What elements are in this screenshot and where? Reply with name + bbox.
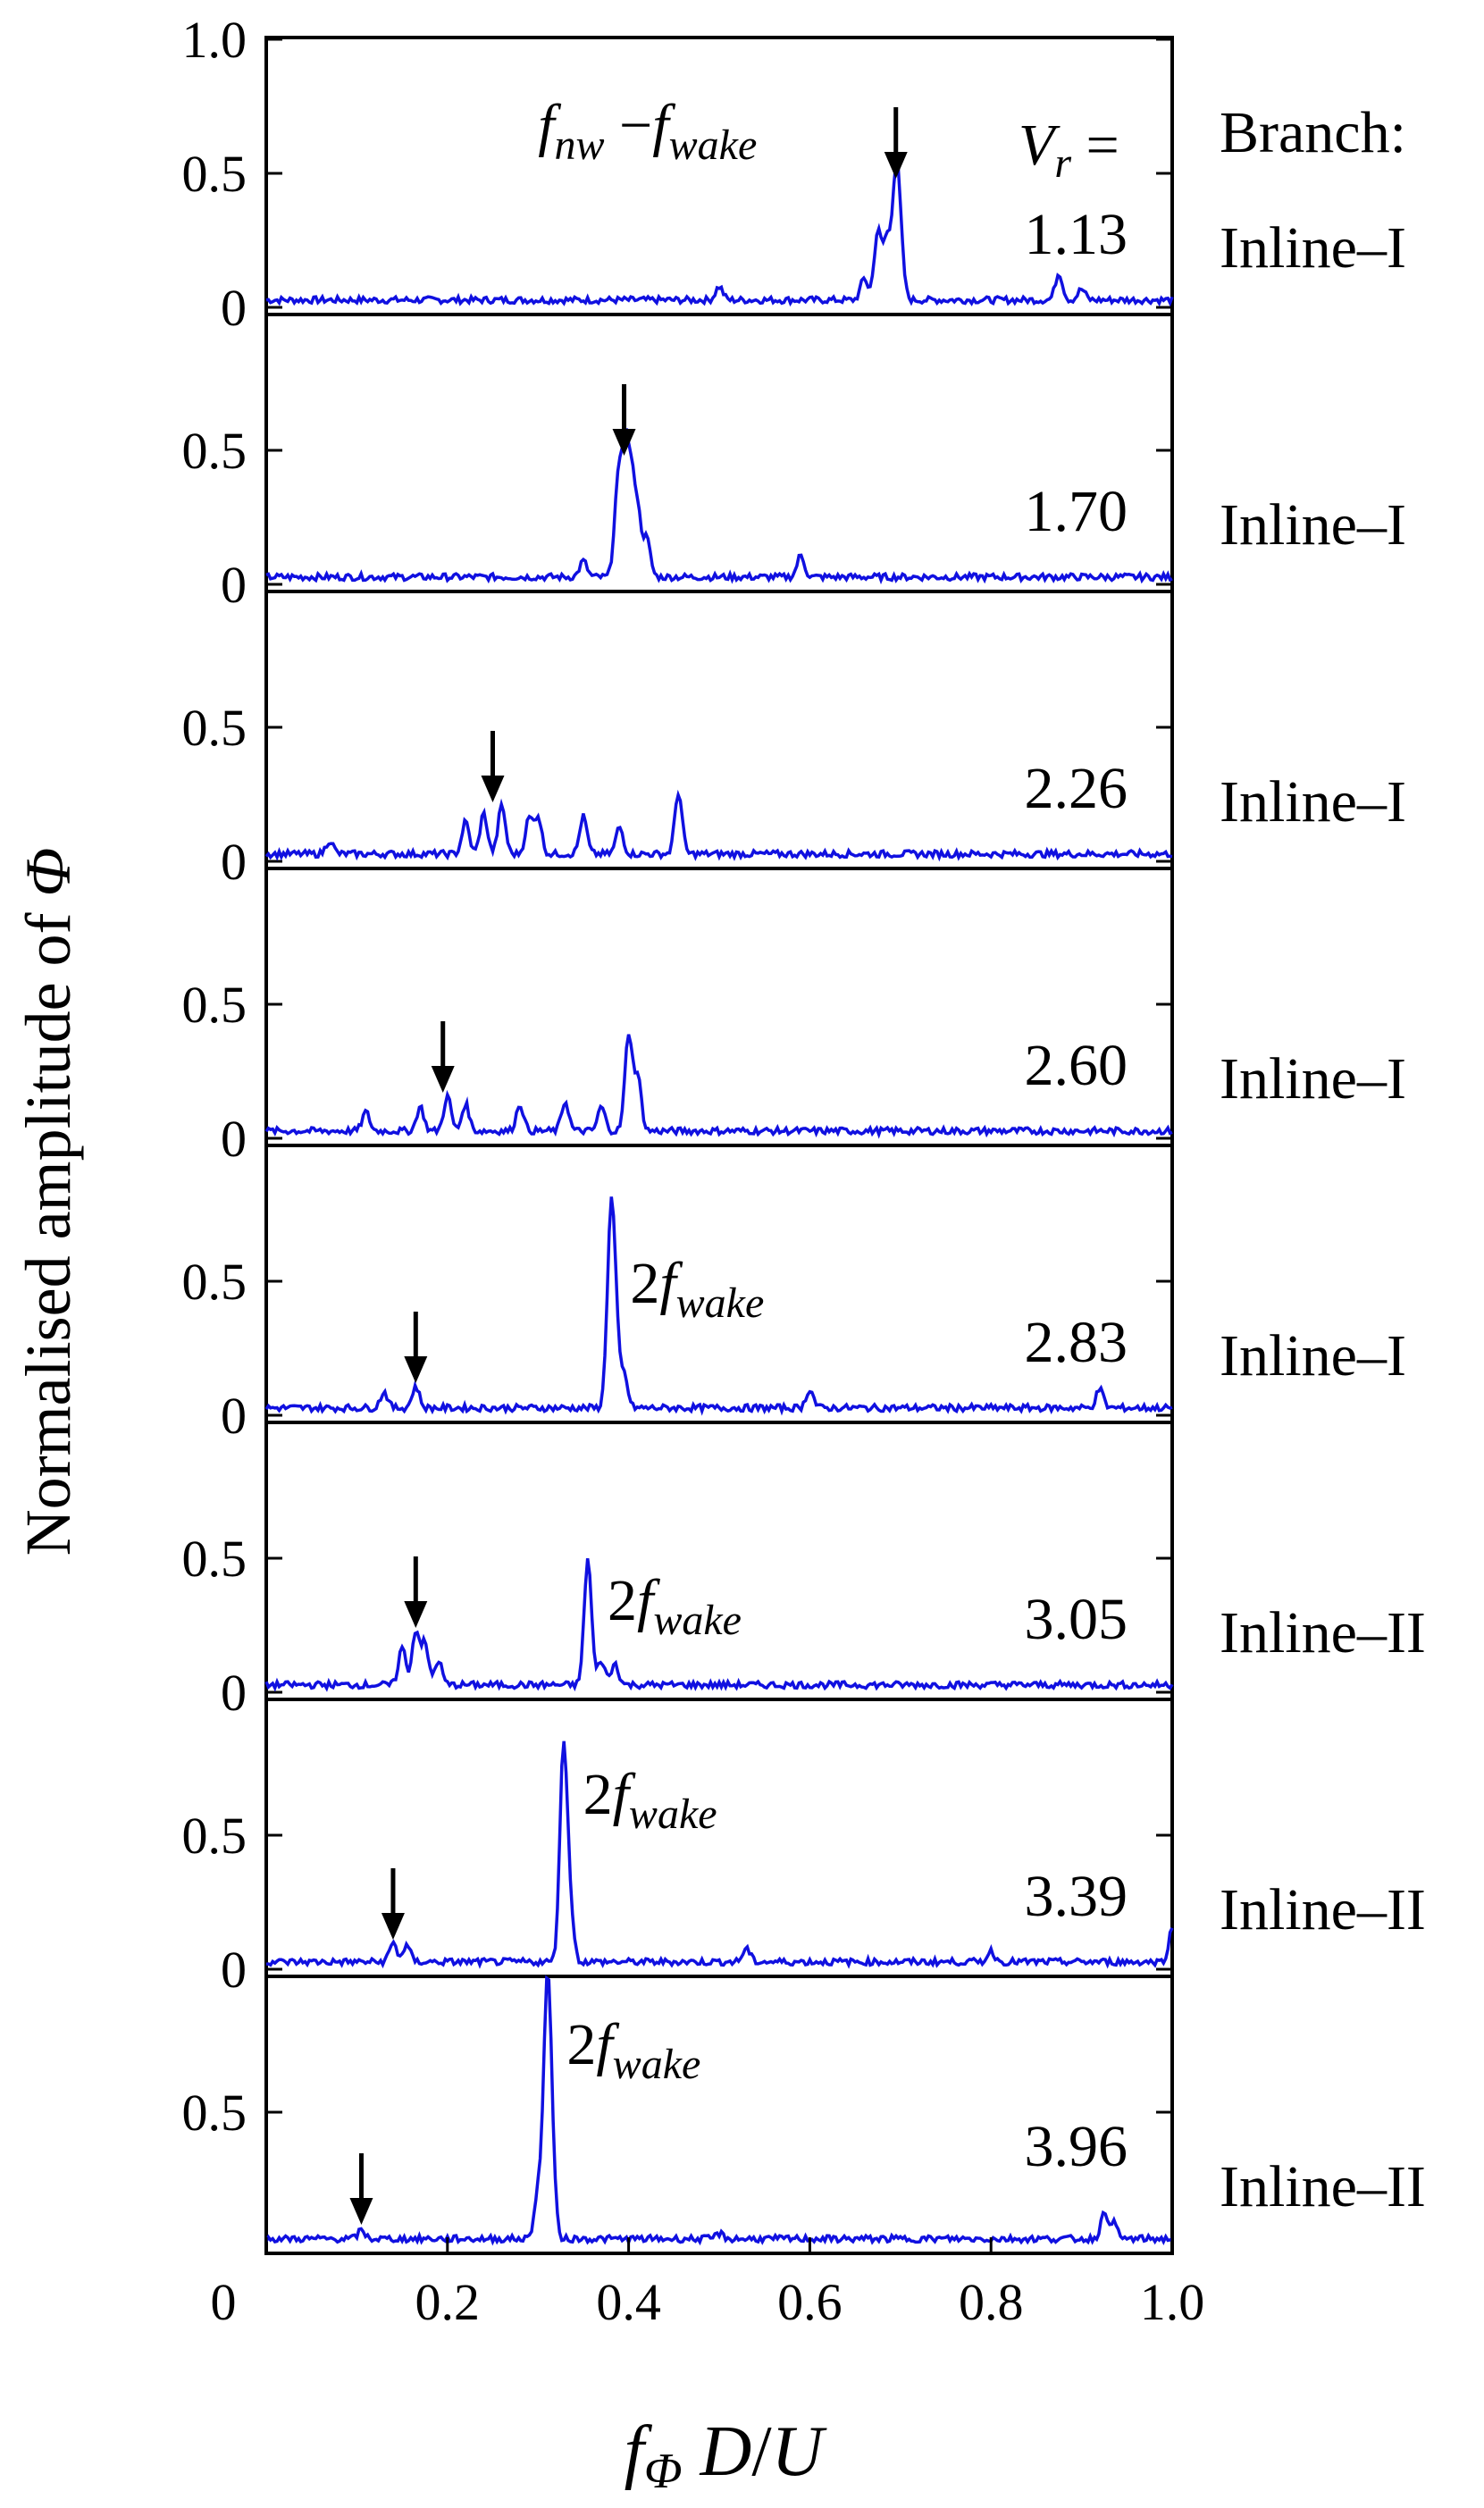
vr-header: Vr = xyxy=(1019,113,1119,187)
peak-arrowhead xyxy=(481,776,505,802)
y-axis-label: Normalised amplitude of Φ xyxy=(13,848,84,1556)
y-tick-label: 0.5 xyxy=(182,1530,247,1588)
spectrum-line xyxy=(264,1975,1174,2247)
branch-label: Inline–I xyxy=(1220,1323,1406,1388)
x-tick-label: 0 xyxy=(211,2273,237,2331)
x-tick-label: 0.8 xyxy=(959,2273,1024,2331)
x-tick-label: 1.0 xyxy=(1140,2273,1205,2331)
x-tick-label: 0.6 xyxy=(777,2273,843,2331)
y-tick-label: 0 xyxy=(221,1110,247,1168)
annotation-2fwake: 2fwake xyxy=(630,1251,764,1327)
panels-group: 0 0.5 1.0 fnw −fwake 1.13 Inline–I 0 0.5 1.70 Inl… xyxy=(182,11,1426,2255)
branch-label: Inline–II xyxy=(1220,1877,1426,1942)
branch-label: Inline–I xyxy=(1220,492,1406,558)
y-tick-label: 0 xyxy=(221,556,247,614)
peak-arrowhead xyxy=(404,1601,428,1628)
x-axis-label: fΦ D/U xyxy=(625,2412,828,2499)
y-tick-label: 0.5 xyxy=(182,1253,247,1311)
spectrum-line xyxy=(264,1196,1173,1416)
panel-vr-1.13: 0 0.5 1.0 fnw −fwake 1.13 Inline–I xyxy=(182,11,1406,337)
vr-value: 3.05 xyxy=(1025,1587,1128,1652)
x-tick-label: 0.4 xyxy=(596,2273,661,2331)
y-tick-label: 0.5 xyxy=(182,422,247,480)
y-tick-label: 1.0 xyxy=(182,11,247,69)
spectrum-line xyxy=(264,789,1173,862)
branch-header: Branch: xyxy=(1220,100,1406,165)
spectrum-line xyxy=(264,1034,1173,1139)
spectrum-line xyxy=(265,428,1173,585)
branch-label: Inline–I xyxy=(1220,769,1406,835)
vr-value: 2.26 xyxy=(1025,756,1128,821)
y-tick-label: 0 xyxy=(221,1941,247,1999)
annotation-2fwake: 2fwake xyxy=(608,1568,742,1644)
annotation-fnw-fwake: fnw −fwake xyxy=(538,93,757,169)
peak-arrowhead xyxy=(884,152,908,179)
peak-arrowhead xyxy=(381,1913,405,1940)
branch-label: Inline–II xyxy=(1220,1600,1426,1665)
x-tick-label: 0.2 xyxy=(415,2273,481,2331)
peak-arrowhead xyxy=(431,1066,455,1093)
branch-label: Inline–I xyxy=(1220,215,1406,281)
annotation-2fwake: 2fwake xyxy=(583,1762,717,1838)
branch-label: Inline–I xyxy=(1220,1046,1406,1111)
branch-label: Inline–II xyxy=(1220,2154,1426,2219)
spectrum-line xyxy=(265,160,1174,307)
y-tick-label: 0 xyxy=(221,1387,247,1445)
panel-vr-2.26: 0 0.5 2.26 Inline–I xyxy=(182,590,1406,891)
y-tick-label: 0.5 xyxy=(182,2084,247,2142)
y-tick-label: 0 xyxy=(221,279,247,337)
annotation-2fwake: 2fwake xyxy=(566,2012,700,2088)
spectrum-line xyxy=(264,1557,1174,1692)
spectrum-line xyxy=(265,1741,1174,1969)
peak-arrowhead xyxy=(612,429,636,456)
y-tick-label: 0 xyxy=(221,833,247,891)
panel-vr-3.39: 0 0.5 2fwake 3.39 Inline–II xyxy=(182,1698,1426,1999)
panel-vr-2.60: 0 0.5 2.60 Inline–I xyxy=(182,867,1406,1168)
panel-vr-3.05: 0 0.5 2fwake 3.05 Inline–II xyxy=(182,1421,1426,1722)
y-tick-label: 0 xyxy=(221,1664,247,1722)
y-tick-label: 0.5 xyxy=(182,145,247,203)
vr-value: 1.70 xyxy=(1025,479,1128,544)
y-tick-label: 0.5 xyxy=(182,699,247,757)
vr-value: 1.13 xyxy=(1025,202,1128,267)
vr-value: 3.39 xyxy=(1025,1864,1128,1929)
peak-arrowhead xyxy=(349,2198,373,2225)
vr-value: 3.96 xyxy=(1025,2114,1128,2179)
peak-arrowhead xyxy=(404,1356,428,1383)
vr-value: 2.60 xyxy=(1025,1033,1128,1098)
x-axis: 0 0.2 0.4 0.6 0.8 1.0 xyxy=(211,2237,1205,2331)
y-tick-label: 0.5 xyxy=(182,1807,247,1865)
vr-value: 2.83 xyxy=(1025,1310,1128,1375)
panel-vr-2.83: 0 0.5 2fwake 2.83 Inline–I xyxy=(182,1144,1406,1445)
panel-vr-1.70: 0 0.5 1.70 Inline–I xyxy=(182,313,1406,614)
y-tick-label: 0.5 xyxy=(182,976,247,1034)
panel-vr-3.96: 0.5 2fwake 3.96 Inline–II xyxy=(182,1975,1426,2247)
